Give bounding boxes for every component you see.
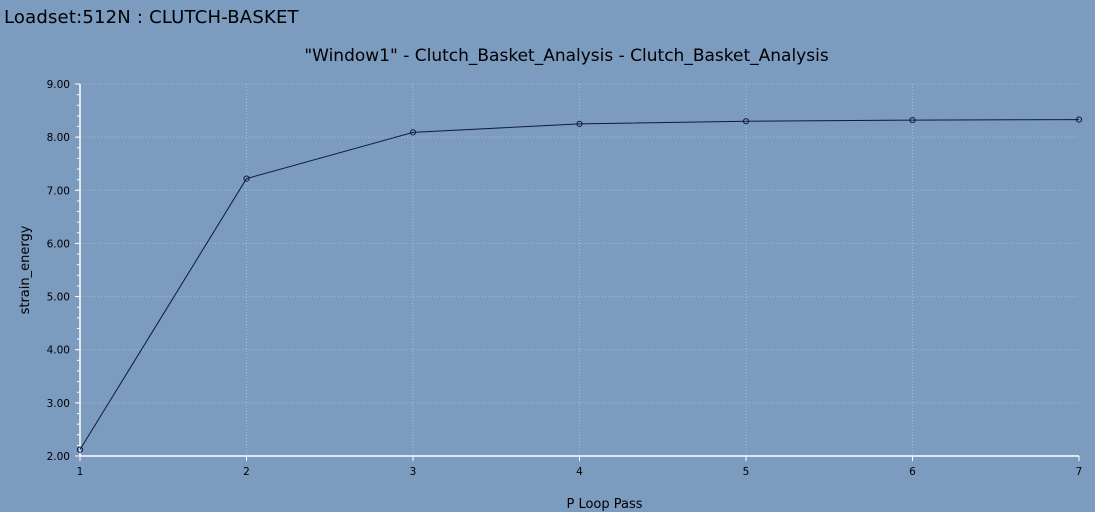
window-top-strip	[0, 0, 1095, 8]
y-tick-label: 4.00	[47, 345, 70, 357]
y-tick-label: 7.00	[47, 185, 70, 197]
data-point-marker[interactable]	[742, 118, 750, 125]
data-point-marker[interactable]	[409, 129, 417, 136]
y-tick-label: 3.00	[47, 398, 70, 410]
y-tick-label: 5.00	[47, 292, 70, 304]
x-tick-label: 7	[1076, 466, 1083, 478]
tick-labels: 9.00 8.00 7.00 6.00 5.00 4.00 3.00 2.00 1 2 3 4 5 6 7	[47, 79, 1083, 478]
chart-title: "Window1" - Clutch_Basket_Analysis - Clu…	[304, 46, 829, 66]
y-tick-label: 9.00	[47, 79, 70, 91]
loadset-title: Loadset:512N : CLUTCH-BASKET	[4, 7, 299, 28]
y-axis-label: strain_energy	[18, 225, 33, 314]
series-line	[79, 119, 1080, 450]
y-tick-label: 2.00	[47, 451, 70, 463]
x-tick-label: 4	[576, 466, 583, 478]
data-point-marker[interactable]	[76, 446, 84, 453]
data-point-marker[interactable]	[576, 120, 583, 127]
x-axis-label: P Loop Pass	[566, 497, 642, 512]
data-series[interactable]	[76, 116, 1083, 453]
grid-lines	[80, 83, 1079, 456]
data-point-marker[interactable]	[909, 117, 916, 124]
x-tick-label: 2	[243, 466, 250, 478]
x-tick-label: 6	[909, 466, 916, 478]
x-tick-label: 5	[743, 466, 750, 478]
data-point-marker[interactable]	[243, 175, 250, 182]
x-tick-label: 1	[77, 466, 84, 478]
y-tick-label: 6.00	[47, 238, 70, 250]
y-tick-label: 8.00	[47, 132, 70, 144]
x-tick-label: 3	[410, 466, 417, 478]
axes	[75, 83, 1080, 461]
data-point-marker[interactable]	[1075, 116, 1083, 123]
